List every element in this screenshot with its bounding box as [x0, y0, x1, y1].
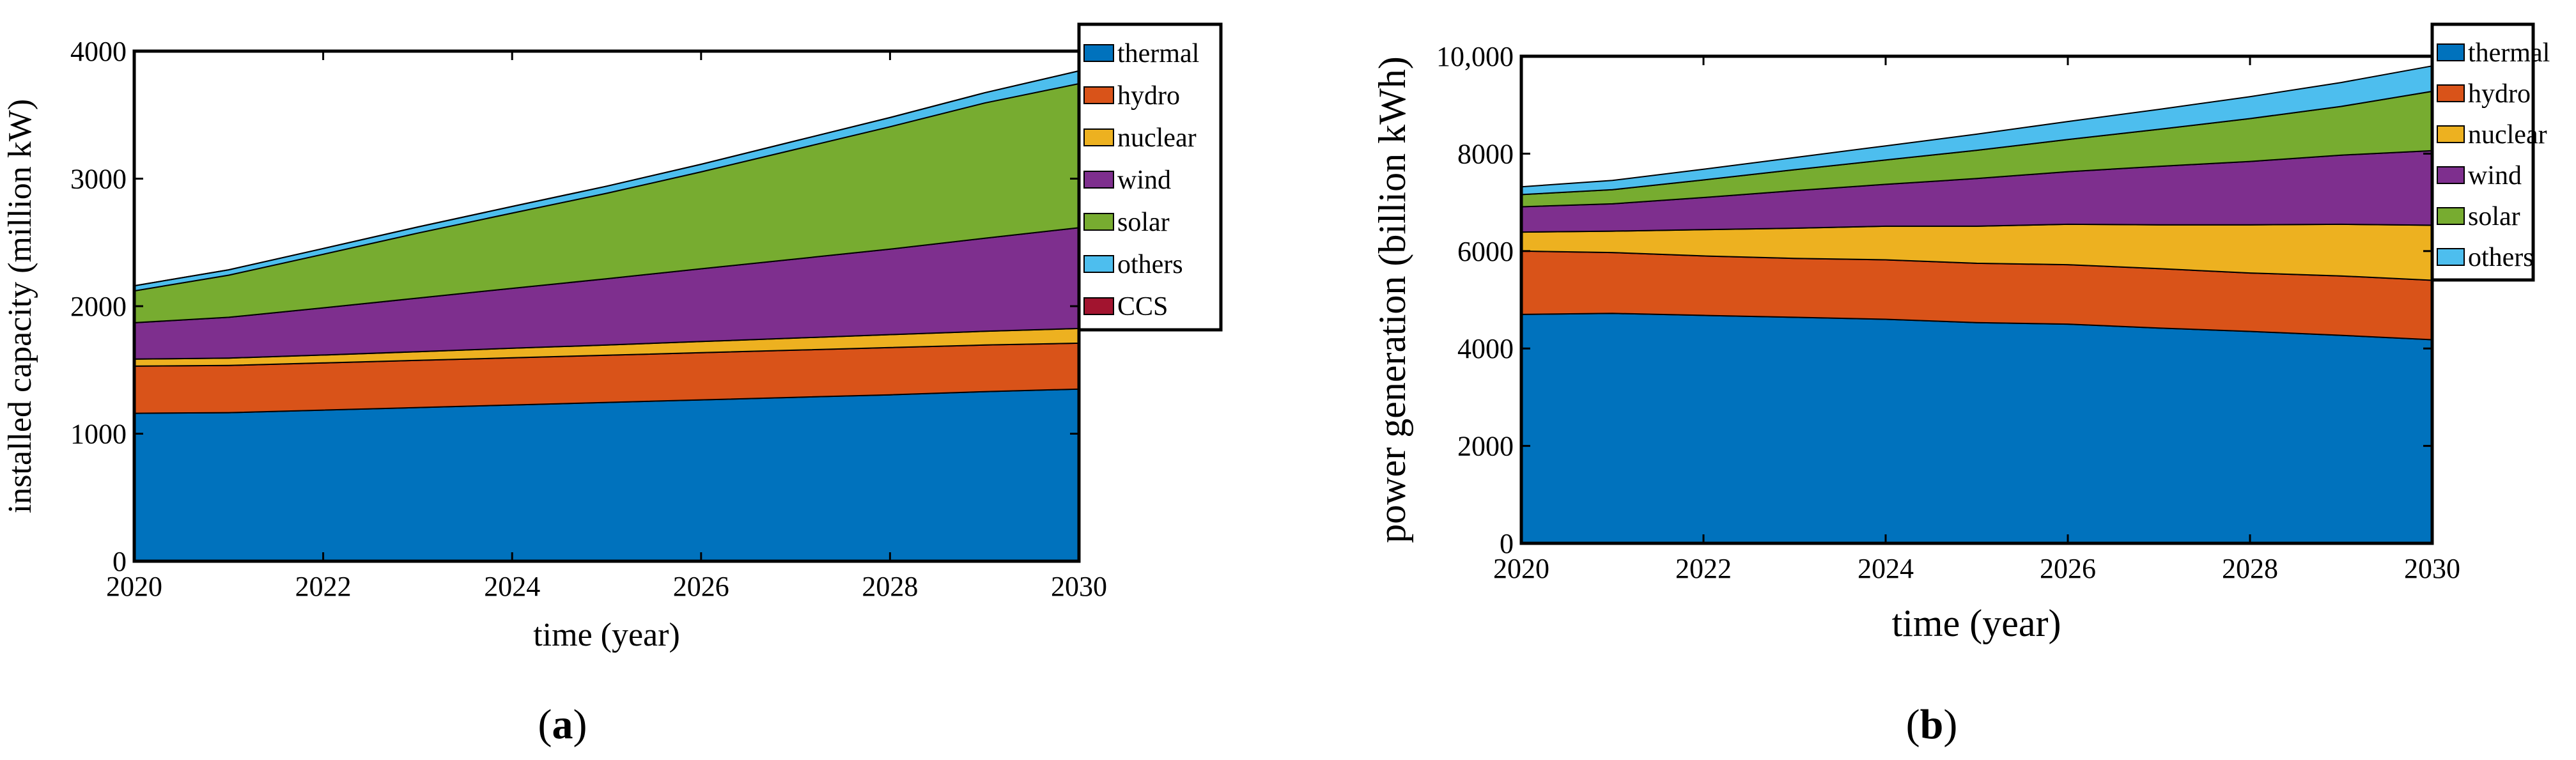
x-tick-label: 2020	[106, 571, 162, 602]
y-tick-label: 4000	[1457, 333, 1514, 364]
y-tick-label: 1000	[70, 419, 127, 450]
chart-a-areas	[134, 70, 1080, 562]
panel-label-close-paren: )	[1943, 701, 1957, 748]
y-tick-label: 10,000	[1436, 41, 1514, 72]
legend-label-thermal: thermal	[2468, 38, 2550, 68]
chart-a-axis-ticks: 0 1000 2000 3000 4000 2020 2022 2024 2026 2028 203…	[70, 36, 1107, 602]
panel-label-letter: a	[552, 701, 573, 748]
y-tick-label: 0	[1500, 528, 1514, 559]
chart-a: 0 1000 2000 3000 4000 2020 2022 2024 2026 2028 203…	[2, 22, 1223, 748]
legend-swatch-ccs	[1083, 297, 1114, 315]
y-tick-label: 3000	[70, 164, 127, 195]
chart-a-legend: thermal hydro nuclear wind solar others CCS	[1077, 22, 1223, 332]
legend-label-hydro: hydro	[2468, 79, 2531, 109]
legend-swatch-hydro	[1083, 86, 1114, 104]
chart-a-y-axis-label: installed capacity (million kW)	[2, 99, 38, 513]
legend-label-thermal: thermal	[1117, 39, 1199, 68]
y-tick-label: 8000	[1457, 138, 1514, 169]
chart-b-areas	[1521, 65, 2433, 544]
panel-label-open-paren: (	[1906, 701, 1920, 748]
area-series-thermal	[1521, 313, 2433, 544]
y-tick-label: 6000	[1457, 236, 1514, 267]
legend-swatch-solar	[1083, 213, 1114, 231]
x-tick-label: 2026	[2040, 553, 2096, 584]
x-tick-label: 2024	[484, 571, 540, 602]
chart-b-panel-label: (b)	[1906, 701, 1958, 748]
legend-label-wind: wind	[1117, 166, 1171, 195]
x-tick-label: 2020	[1493, 553, 1549, 584]
legend-swatch-wind	[1083, 171, 1114, 189]
legend-box	[2430, 22, 2535, 282]
y-tick-label: 2000	[70, 291, 127, 322]
legend-label-others: others	[1117, 250, 1183, 279]
chart-b-plot-frame	[1519, 54, 2434, 545]
x-tick-label: 2026	[673, 571, 729, 602]
legend-label-solar: solar	[1117, 208, 1170, 237]
chart-a-x-axis-label: time (year)	[533, 617, 680, 653]
y-tick-label: 4000	[70, 36, 127, 67]
chart-b-x-axis-label: time (year)	[1892, 602, 2061, 644]
panel-label-close-paren: )	[573, 701, 587, 748]
legend-label-others: others	[2468, 243, 2534, 272]
x-tick-label: 2022	[1675, 553, 1732, 584]
chart-a-panel-label: (a)	[538, 701, 587, 748]
legend-swatch-nuclear	[1083, 128, 1114, 146]
legend-label-solar: solar	[2468, 202, 2520, 231]
area-series-thermal	[134, 388, 1080, 562]
x-tick-label: 2030	[1051, 571, 1107, 602]
x-tick-label: 2030	[2404, 553, 2460, 584]
legend-label-nuclear: nuclear	[1117, 123, 1197, 153]
chart-b-legend: thermal hydro nuclear wind solar others	[2430, 22, 2550, 282]
legend-swatch-nuclear	[2437, 125, 2465, 143]
legend-swatch-hydro	[2437, 84, 2465, 102]
legend-swatch-thermal	[2437, 43, 2465, 61]
legend-label-wind: wind	[2468, 161, 2522, 190]
y-tick-label: 0	[113, 546, 127, 577]
y-tick-label: 2000	[1457, 431, 1514, 462]
chart-b-axis-ticks: 0 2000 4000 6000 8000 10,000 2020 2022 2024 2026 2…	[1436, 41, 2460, 584]
chart-b: 0 2000 4000 6000 8000 10,000 2020 2022 2024 2026 2…	[1371, 22, 2550, 748]
panel-label-letter: b	[1920, 701, 1944, 748]
x-tick-label: 2028	[862, 571, 918, 602]
legend-swatch-others	[1083, 255, 1114, 273]
legend-label-ccs: CCS	[1117, 292, 1168, 322]
legend-label-hydro: hydro	[1117, 81, 1180, 111]
x-tick-label: 2022	[295, 571, 352, 602]
legend-swatch-thermal	[1083, 44, 1114, 62]
legend-label-nuclear: nuclear	[2468, 120, 2547, 150]
legend-swatch-solar	[2437, 207, 2465, 225]
panel-label-open-paren: (	[538, 701, 552, 748]
x-tick-label: 2028	[2222, 553, 2278, 584]
legend-swatch-others	[2437, 248, 2465, 266]
x-tick-label: 2024	[1858, 553, 1914, 584]
legend-swatch-wind	[2437, 166, 2465, 184]
chart-b-y-axis-label: power generation (billion kWh)	[1371, 56, 1413, 543]
